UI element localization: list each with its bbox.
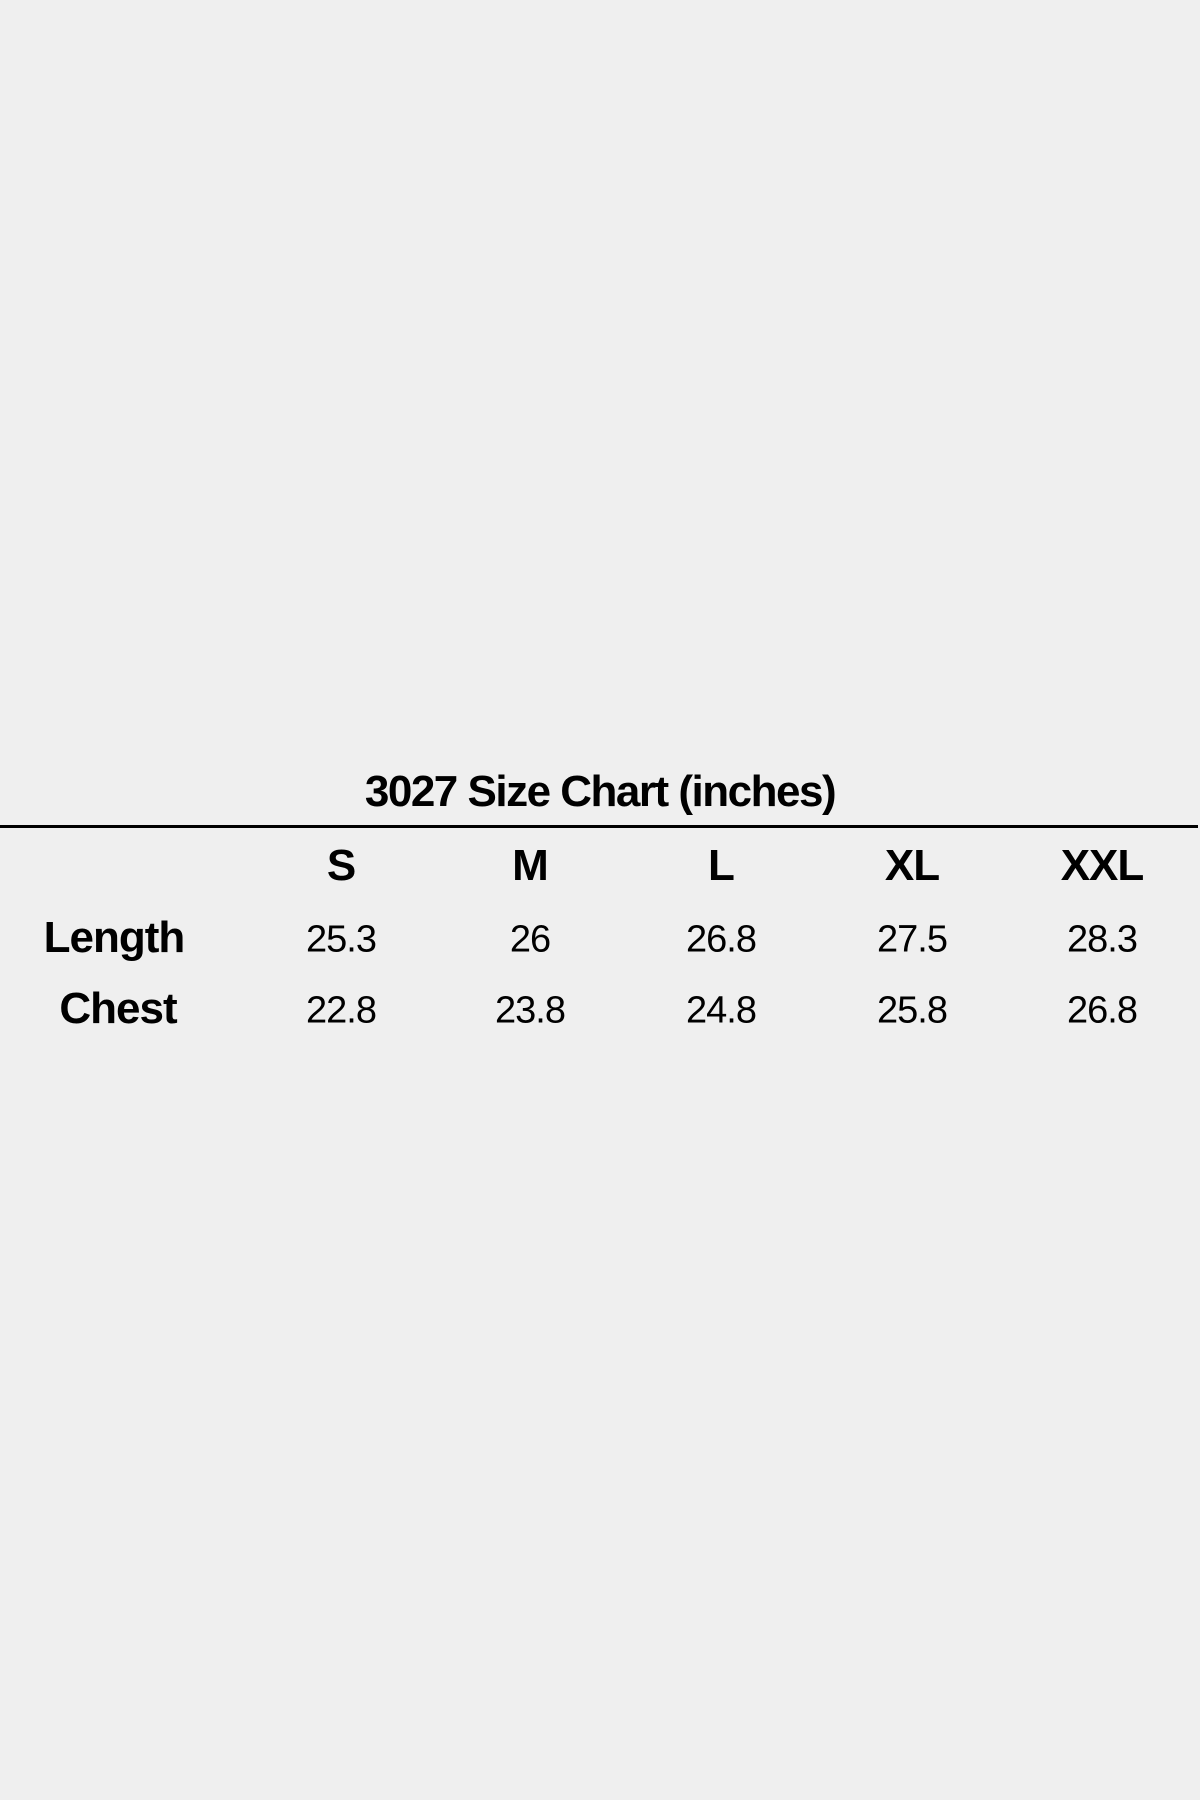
size-header-xl: XL	[884, 841, 940, 890]
length-xl: 27.5	[877, 918, 948, 961]
chest-m: 23.8	[495, 989, 566, 1032]
header-divider	[0, 825, 1198, 828]
size-header-l: L	[708, 841, 735, 890]
chest-l: 24.8	[686, 989, 757, 1032]
chest-xxl: 26.8	[1067, 989, 1138, 1032]
length-s: 25.3	[306, 918, 377, 961]
size-chart-title: 3027 Size Chart (inches)	[364, 767, 837, 816]
length-l: 26.8	[686, 918, 757, 961]
length-xxl: 28.3	[1067, 918, 1138, 961]
row-label-chest: Chest	[59, 984, 177, 1033]
size-header-xxl: XXL	[1060, 841, 1145, 890]
row-label-length: Length	[43, 913, 186, 962]
size-header-m: M	[512, 841, 549, 890]
chest-s: 22.8	[306, 989, 377, 1032]
length-m: 26	[509, 918, 551, 961]
size-header-s: S	[326, 841, 356, 890]
chest-xl: 25.8	[877, 989, 948, 1032]
